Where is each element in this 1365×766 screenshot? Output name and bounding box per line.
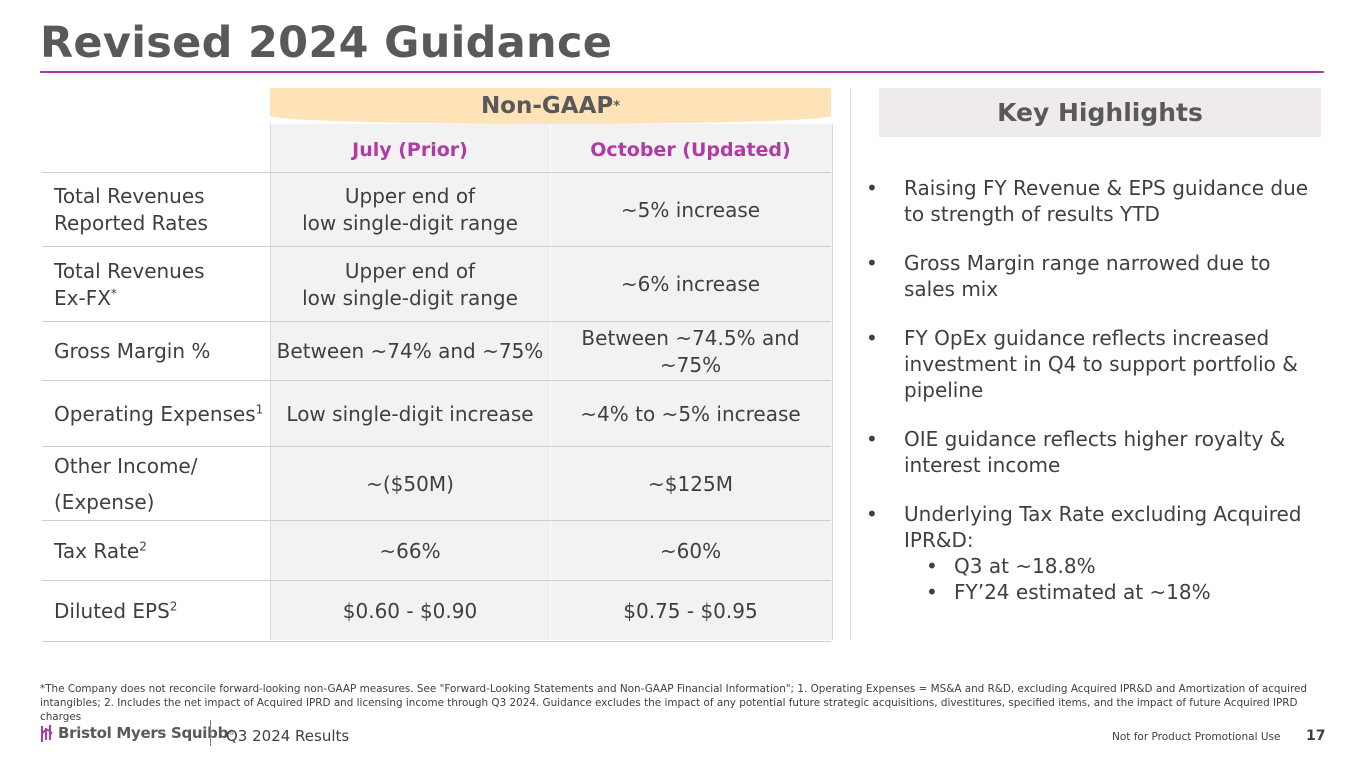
table-row: Tax Rate2 ~66% ~60% [42, 520, 831, 581]
table-shaded-area [270, 124, 833, 640]
updated-value: ~60% [659, 538, 722, 563]
prior-value: Between ~74% and ~75% [276, 339, 544, 363]
table-row: Operating Expenses1 Low single-digit incr… [42, 380, 831, 447]
prior-value: Upper end of low single-digit range [302, 184, 518, 235]
row-label: Tax Rate2 [54, 538, 147, 563]
column-separator [550, 124, 551, 640]
highlight-bullet: FY OpEx guidance reflects increased inve… [866, 325, 1326, 403]
highlight-sub-bullet: FY’24 estimated at ~18% [904, 579, 1326, 605]
highlight-bullet: Underlying Tax Rate excluding Acquired I… [866, 501, 1326, 605]
footnote: *The Company does not reconcile forward-… [40, 683, 1308, 723]
column-header-updated: October (Updated) [590, 139, 791, 161]
non-gaap-header-mark: * [613, 98, 621, 114]
prior-value: Upper end of low single-digit range [302, 258, 518, 310]
page-title: Revised 2024 Guidance [40, 18, 613, 68]
prior-value: ~($50M) [366, 471, 454, 496]
section-divider [850, 88, 851, 640]
highlight-bullet: OIE guidance reflects higher royalty & i… [866, 426, 1326, 478]
row-label: Total Revenues Ex-FX* [54, 258, 205, 310]
bms-logo-icon [41, 725, 53, 742]
updated-value: ~5% increase [620, 197, 761, 222]
prior-value: Low single-digit increase [286, 401, 534, 426]
updated-value: $0.75 - $0.95 [623, 598, 758, 623]
highlight-bullet: Raising FY Revenue & EPS guidance due to… [866, 175, 1326, 227]
table-row: Total Revenues Reported Rates Upper end of… [42, 172, 831, 247]
updated-value: Between ~74.5% and ~75% [581, 325, 800, 377]
row-label: Other Income/(Expense) [54, 454, 198, 514]
footer-divider [210, 720, 211, 746]
company-logo: Bristol Myers Squibb ® [40, 722, 235, 744]
updated-value: ~4% to ~5% increase [580, 401, 801, 426]
non-gaap-header-label: Non-GAAP [480, 93, 614, 119]
promo-disclaimer: Not for Product Promotional Use [1112, 731, 1281, 743]
page-number: 17 [1306, 728, 1326, 744]
key-highlights-header: Key Highlights [879, 88, 1321, 137]
updated-value: ~6% increase [620, 272, 761, 296]
column-header-prior: July (Prior) [352, 139, 468, 161]
row-label: Gross Margin % [54, 339, 211, 363]
row-label: Diluted EPS2 [54, 598, 178, 623]
row-label: Total Revenues Reported Rates [54, 184, 208, 235]
logo-text: Bristol Myers Squibb [58, 724, 229, 742]
key-highlights-list: Raising FY Revenue & EPS guidance due to… [866, 175, 1326, 628]
table-row: Other Income/(Expense) ~($50M) ~$125M [42, 446, 831, 521]
table-row: Diluted EPS2 $0.60 - $0.90 $0.75 - $0.95 [42, 580, 831, 642]
highlight-bullet: Gross Margin range narrowed due to sales… [866, 250, 1326, 302]
non-gaap-header: Non-GAAP * [270, 88, 831, 124]
row-label: Operating Expenses1 [54, 401, 264, 426]
prior-value: ~66% [379, 538, 441, 563]
updated-value: ~$125M [648, 471, 733, 496]
table-row: Gross Margin % Between ~74% and ~75% Betwe… [42, 321, 831, 381]
table-row: Total Revenues Ex-FX* Upper end of low sing… [42, 246, 831, 322]
presentation-name: Q3 2024 Results [226, 727, 350, 745]
highlight-sub-bullet: Q3 at ~18.8% [904, 553, 1326, 579]
logo-registered-mark: ® [228, 729, 236, 737]
prior-value: $0.60 - $0.90 [342, 598, 478, 623]
title-divider [40, 71, 1324, 73]
